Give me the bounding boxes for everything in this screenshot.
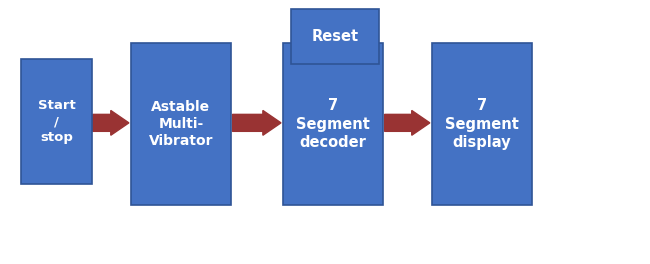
Text: 7
Segment
decoder: 7 Segment decoder (296, 98, 370, 150)
FancyBboxPatch shape (21, 59, 92, 184)
FancyArrow shape (233, 110, 281, 135)
FancyBboxPatch shape (291, 9, 379, 64)
Text: 7
Segment
display: 7 Segment display (445, 98, 519, 150)
Text: Reset: Reset (311, 29, 359, 44)
FancyBboxPatch shape (131, 43, 231, 205)
FancyArrow shape (309, 42, 358, 64)
Text: Astable
Multi-
Vibrator: Astable Multi- Vibrator (149, 100, 213, 148)
Text: Start
/
stop: Start / stop (38, 99, 75, 144)
FancyArrow shape (385, 110, 430, 135)
FancyBboxPatch shape (283, 43, 384, 205)
FancyArrow shape (93, 110, 129, 135)
FancyBboxPatch shape (432, 43, 532, 205)
